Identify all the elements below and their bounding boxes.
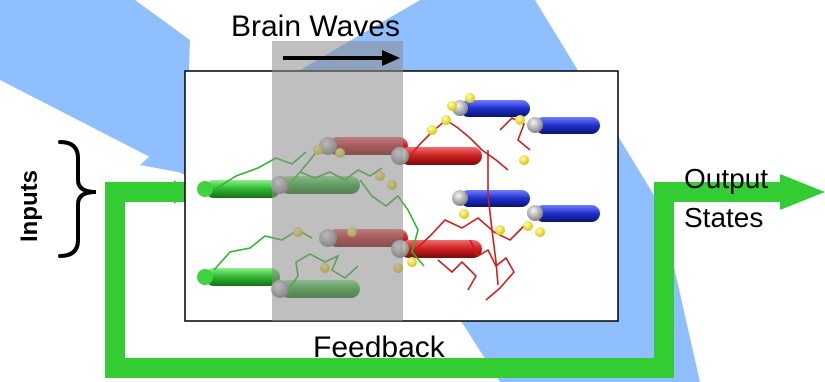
brain-waves-arrow bbox=[283, 50, 400, 66]
output-label-line2: States bbox=[684, 202, 764, 233]
time-window-band bbox=[272, 41, 403, 321]
feedback-loop bbox=[105, 182, 786, 378]
output-arrow-head bbox=[780, 174, 825, 210]
inputs-brace bbox=[58, 140, 97, 258]
feedback-label: Feedback bbox=[313, 331, 445, 364]
diagram-title: Brain Waves bbox=[231, 10, 400, 43]
input-arrow-head bbox=[174, 180, 190, 204]
inputs-label: Inputs bbox=[16, 170, 43, 242]
output-label-line1: Output bbox=[684, 163, 769, 194]
